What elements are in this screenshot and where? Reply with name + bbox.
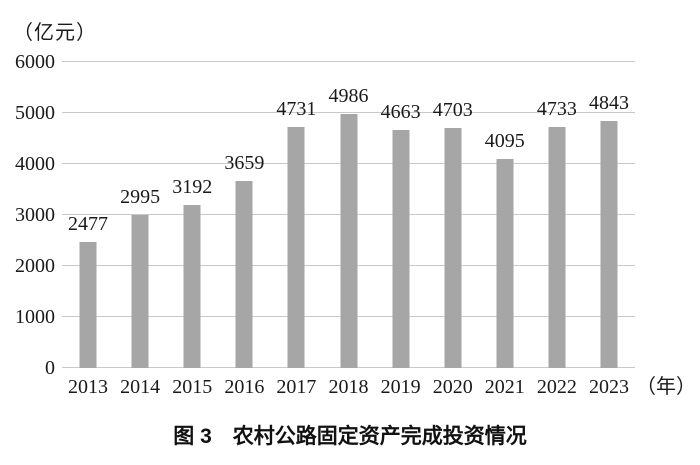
bar-2013 xyxy=(79,241,97,368)
y-tick-label-4000: 4000 xyxy=(15,153,55,175)
bar-value-label-2023: 4843 xyxy=(588,92,629,115)
x-tick-label-2017: 2017 xyxy=(276,376,317,398)
x-tick-label-2020: 2020 xyxy=(432,376,473,398)
bar-column-2013: 2477 xyxy=(62,62,114,368)
x-tick-label-2016: 2016 xyxy=(224,376,265,398)
bar-column-2021: 4095 xyxy=(479,62,531,368)
x-tick-label-2019: 2019 xyxy=(380,376,421,398)
bar-2016 xyxy=(235,181,253,368)
bar-2019 xyxy=(392,130,410,368)
bar-value-label-2013: 2477 xyxy=(68,212,109,235)
bar-2017 xyxy=(287,126,305,368)
bar-column-2015: 3192 xyxy=(166,62,218,368)
bar-column-2023: 4843 xyxy=(583,62,635,368)
bar-column-2022: 4733 xyxy=(531,62,583,368)
plot-area: 2477 2995 3192 3659 4731 4986 4663 4703 4095 4733… xyxy=(62,61,635,368)
gridline-6000 xyxy=(62,61,635,62)
bar-column-2018: 4986 xyxy=(322,62,374,368)
x-tick-label-2021: 2021 xyxy=(484,376,525,398)
bar-column-2014: 2995 xyxy=(114,62,166,368)
y-tick-label-6000: 6000 xyxy=(15,51,55,73)
x-tick-label-2022: 2022 xyxy=(536,376,577,398)
bar-2020 xyxy=(444,128,462,368)
x-tick-label-2018: 2018 xyxy=(328,376,369,398)
bars-container: 2477 2995 3192 3659 4731 4986 4663 4703 4095 4733… xyxy=(62,62,635,368)
y-axis-unit-label: （亿元） xyxy=(13,22,97,44)
bar-value-label-2020: 4703 xyxy=(432,99,473,122)
bar-value-label-2017: 4731 xyxy=(276,97,317,120)
bar-2014 xyxy=(131,215,149,368)
y-tick-label-2000: 2000 xyxy=(15,255,55,277)
x-tick-label-2015: 2015 xyxy=(172,376,213,398)
bar-2023 xyxy=(600,121,618,368)
x-axis-unit-label: （年） xyxy=(636,376,696,398)
bar-2018 xyxy=(340,113,358,368)
bar-2015 xyxy=(183,205,201,368)
bar-column-2020: 4703 xyxy=(427,62,479,368)
y-tick-label-3000: 3000 xyxy=(15,204,55,226)
bar-value-label-2021: 4095 xyxy=(484,130,525,153)
y-tick-label-5000: 5000 xyxy=(15,102,55,124)
x-tick-label-2013: 2013 xyxy=(68,376,109,398)
bar-value-label-2016: 3659 xyxy=(224,152,265,175)
gridline-5000 xyxy=(62,112,635,113)
bar-value-label-2019: 4663 xyxy=(380,101,421,124)
bar-column-2016: 3659 xyxy=(218,62,270,368)
bar-2021 xyxy=(496,159,514,368)
bar-value-label-2018: 4986 xyxy=(328,84,369,107)
y-tick-label-1000: 1000 xyxy=(15,306,55,328)
y-tick-label-0: 0 xyxy=(45,357,55,379)
bar-value-label-2022: 4733 xyxy=(536,97,577,120)
bar-column-2019: 4663 xyxy=(375,62,427,368)
bar-value-label-2014: 2995 xyxy=(120,186,161,209)
x-axis-ticks: 2013 2014 2015 2016 2017 2018 2019 2020 2021 2022… xyxy=(62,375,635,399)
x-tick-label-2023: 2023 xyxy=(588,376,629,398)
x-tick-label-2014: 2014 xyxy=(120,376,161,398)
bar-column-2017: 4731 xyxy=(270,62,322,368)
chart-caption: 图 3 农村公路固定资产完成投资情况 xyxy=(173,425,527,448)
bar-value-label-2015: 3192 xyxy=(172,176,213,199)
bar-2022 xyxy=(548,126,566,368)
